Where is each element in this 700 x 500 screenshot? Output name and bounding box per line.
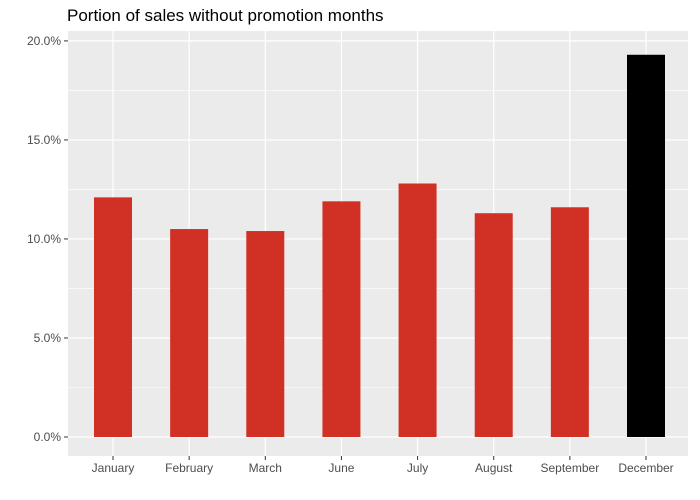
x-tick-label: August <box>475 461 513 475</box>
x-tick-label: March <box>249 461 282 475</box>
x-tick-label: February <box>165 461 213 475</box>
y-tick-label: 5.0% <box>34 331 62 345</box>
bar-december <box>627 54 665 437</box>
x-tick-label: July <box>407 461 428 475</box>
bar-february <box>170 229 209 437</box>
y-tick-label: 15.0% <box>27 133 61 147</box>
bar-march <box>246 231 285 437</box>
bar-august <box>474 213 513 437</box>
bar-january <box>94 197 132 437</box>
x-tick-label: September <box>541 461 600 475</box>
bar-june <box>322 201 361 437</box>
y-tick-label: 20.0% <box>27 34 61 48</box>
bar-july <box>398 183 437 437</box>
y-tick-label: 10.0% <box>27 232 61 246</box>
x-tick-label: December <box>618 461 673 475</box>
chart-title: Portion of sales without promotion month… <box>67 6 384 25</box>
plot-panel <box>68 31 688 456</box>
y-tick-label: 0.0% <box>34 430 62 444</box>
bar-september <box>550 207 589 437</box>
x-tick-label: January <box>92 461 135 475</box>
x-tick-label: June <box>328 461 354 475</box>
